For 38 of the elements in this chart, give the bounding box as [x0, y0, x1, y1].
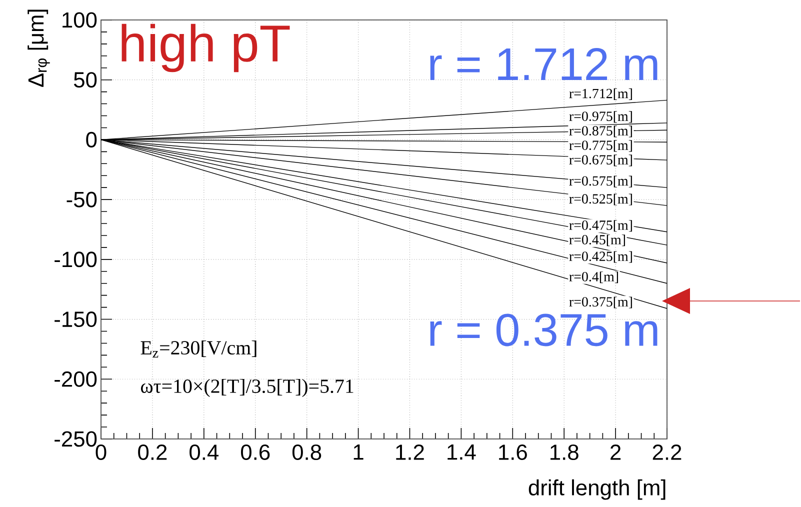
- series-label: r=0.775[m]: [569, 140, 632, 152]
- y-tick-label: -50: [66, 192, 97, 208]
- x-tick-label: 1.4: [448, 444, 476, 460]
- series-label: r=0.45[m]: [569, 234, 625, 246]
- annotation: high pT: [122, 24, 290, 72]
- x-tick-label: 2.2: [652, 444, 682, 460]
- x-tick-label: 1.2: [396, 444, 424, 460]
- y-tick-label: -100: [54, 252, 97, 268]
- x-tick-label: 1: [354, 444, 364, 460]
- x-axis-title: drift length [m]: [528, 479, 666, 500]
- y-tick-label: 50: [74, 72, 97, 88]
- annotation: ωτ=10×(2[T]/3.5[T])=5.71: [140, 378, 354, 398]
- x-tick-label: 2: [610, 444, 621, 460]
- y-tick-label: 100: [62, 12, 97, 28]
- annotation: r = 0.375 m: [430, 314, 658, 346]
- series-label: r=0.525[m]: [569, 194, 632, 206]
- annotation: E$_{z}$=230[V/cm]: [140, 340, 256, 358]
- y-tick-label: -150: [54, 312, 97, 328]
- series-label: r=0.975[m]: [569, 111, 632, 123]
- series-label: r=0.575[m]: [569, 176, 632, 188]
- series-label: r=0.675[m]: [569, 154, 632, 166]
- x-tick-label: 1.6: [499, 444, 527, 460]
- series-label: r=0.475[m]: [569, 220, 632, 232]
- series-label: r=1.712[m]: [569, 88, 632, 100]
- annotation: r = 1.712 m: [430, 48, 658, 80]
- series-label: r=0.425[m]: [569, 251, 632, 263]
- x-tick-label: 0.4: [190, 444, 219, 460]
- x-tick-label: 0.8: [292, 444, 322, 460]
- y-tick-label: -200: [54, 371, 97, 387]
- x-tick-label: 0.2: [138, 444, 167, 460]
- x-tick-label: 0.6: [241, 444, 270, 460]
- y-tick-label: -250: [54, 431, 97, 447]
- series-label: r=0.875[m]: [569, 126, 632, 138]
- y-tick-label: 0: [86, 132, 97, 148]
- y-axis-title: Δ$_{rφ}$ [μm]: [28, 10, 50, 87]
- x-tick-label: 1.8: [550, 444, 578, 460]
- series-label: r=0.4[m]: [569, 272, 618, 284]
- series-label: r=0.375[m]: [569, 296, 632, 308]
